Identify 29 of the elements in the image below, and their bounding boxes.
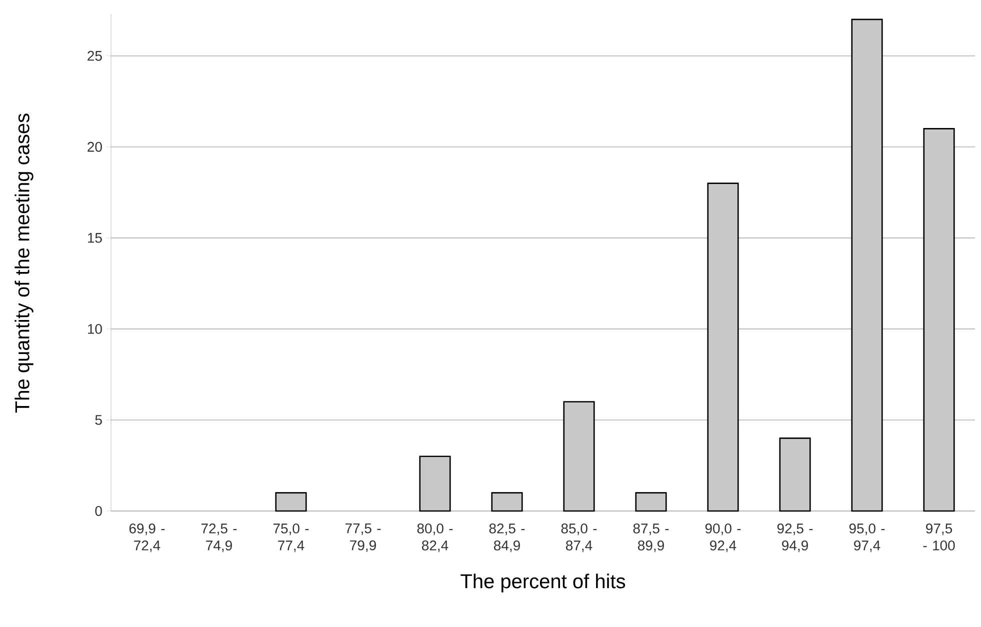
bar (635, 492, 667, 512)
y-tick-label: 0 (95, 506, 102, 516)
x-tick-label: 87,5 - 89,9 (633, 524, 669, 552)
y-tick-label: 10 (88, 324, 102, 334)
bar (275, 492, 307, 512)
bar (851, 18, 883, 512)
y-tick-label: 5 (95, 415, 102, 425)
x-tick-label: 75,0 - 77,4 (273, 524, 309, 552)
x-tick-label: 90,0 - 92,4 (705, 524, 741, 552)
bar (923, 128, 955, 512)
x-tick-label: 97,5 - 100 (923, 524, 955, 550)
bar (779, 438, 811, 512)
x-tick-label: 69,9 - 72,4 (129, 524, 165, 552)
x-tick-label: 82,5 - 84,9 (489, 524, 525, 552)
y-axis-title: The quantity of the meeting cases (14, 114, 34, 413)
x-tick-label: 80,0 - 82,4 (417, 524, 453, 552)
y-tick-label: 25 (88, 50, 102, 61)
bar (419, 456, 451, 512)
y-tick-label: 20 (88, 142, 102, 152)
x-axis-title: The percent of hits (460, 574, 626, 592)
x-tick-label: 77,5 - 79,9 (345, 524, 381, 552)
x-tick-label: 72,5 - 74,9 (201, 524, 237, 552)
x-tick-label: 92,5 - 94,9 (777, 524, 813, 552)
bar (707, 182, 739, 512)
bar (491, 492, 523, 512)
x-tick-label: 85,0 - 87,4 (561, 524, 597, 552)
x-tick-label: 95,0 - 97,4 (849, 524, 885, 552)
bar (563, 401, 595, 512)
y-tick-label: 15 (88, 233, 102, 243)
